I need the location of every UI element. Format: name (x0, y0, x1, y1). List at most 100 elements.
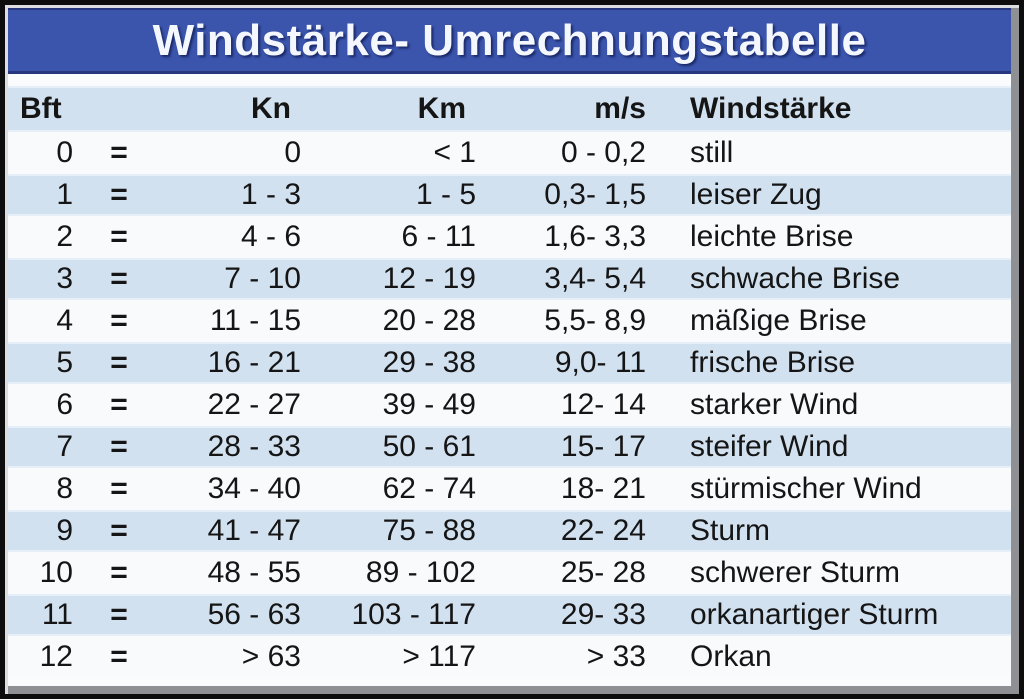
cell-bft: 11 (41, 598, 73, 631)
cell-km: 20 - 28 (382, 304, 476, 337)
cell-km: 89 - 102 (365, 556, 476, 589)
cell-kn: > 63 (241, 640, 301, 673)
cell-ms: 0,3- 1,5 (544, 178, 646, 211)
table-content: Windstärke- Umrechnungstabelle Bft Kn Km… (8, 8, 1011, 686)
cell-km: 29 - 38 (382, 346, 476, 379)
cell-bft: 7 (56, 430, 73, 463)
cell-ms: 0 - 0,2 (560, 136, 646, 169)
cell-km: 1 - 5 (415, 178, 476, 211)
header-km: Km (417, 92, 466, 125)
cell-kn: 11 - 15 (209, 304, 301, 337)
cell-kn: 1 - 3 (240, 178, 301, 211)
cell-windstaerke: starker Wind (690, 388, 859, 421)
cell-windstaerke: orkanartiger Sturm (690, 598, 939, 631)
equals-sign: = (110, 178, 128, 211)
cell-windstaerke: steifer Wind (690, 430, 849, 463)
cell-km: 75 - 88 (382, 514, 476, 547)
table-row: 5 = 16 - 21 29 - 38 9,0- 11 frische Bris… (8, 342, 1011, 384)
cell-km: 62 - 74 (382, 472, 476, 505)
header-windstaerke: Windstärke (690, 92, 852, 125)
cell-ms: 5,5- 8,9 (544, 304, 646, 337)
table-row: 10 = 48 - 55 89 - 102 25- 28 schwerer St… (8, 552, 1011, 594)
cell-ms: 25- 28 (560, 556, 646, 589)
equals-sign: = (110, 640, 128, 673)
table-row: 1 = 1 - 3 1 - 5 0,3- 1,5 leiser Zug (8, 174, 1011, 216)
cell-ms: 3,4- 5,4 (544, 262, 646, 295)
equals-sign: = (110, 430, 128, 463)
cell-ms: > 33 (586, 640, 646, 673)
cell-bft: 6 (56, 388, 73, 421)
page-title: Windstärke- Umrechnungstabelle (152, 15, 867, 65)
equals-sign: = (110, 472, 128, 505)
cell-bft: 9 (56, 514, 73, 547)
cell-kn: 56 - 63 (207, 598, 301, 631)
cell-bft: 12 (39, 640, 73, 673)
cell-bft: 1 (56, 178, 73, 211)
equals-sign: = (110, 514, 128, 547)
cell-bft: 0 (56, 136, 73, 169)
cell-windstaerke: schwerer Sturm (690, 556, 901, 589)
cell-kn: 0 (284, 136, 301, 169)
cell-windstaerke: frische Brise (690, 346, 856, 379)
cell-bft: 4 (56, 304, 73, 337)
cell-bft: 5 (56, 346, 73, 379)
cell-kn: 22 - 27 (207, 388, 301, 421)
table-row: 7 = 28 - 33 50 - 61 15- 17 steifer Wind (8, 426, 1011, 468)
cell-kn: 28 - 33 (207, 430, 301, 463)
cell-kn: 41 - 47 (207, 514, 301, 547)
title-spacer (8, 74, 1011, 86)
cell-ms: 15- 17 (560, 430, 646, 463)
cell-ms: 1,6- 3,3 (544, 220, 646, 253)
equals-sign: = (110, 346, 128, 379)
table-header-row: Bft Kn Km m/s Windstärke (8, 86, 1011, 132)
equals-sign: = (110, 262, 128, 295)
cell-bft: 8 (56, 472, 73, 505)
cell-windstaerke: mäßige Brise (690, 304, 867, 337)
equals-sign: = (110, 220, 128, 253)
cell-km: 50 - 61 (382, 430, 476, 463)
table-row: 4 = 11 - 15 20 - 28 5,5- 8,9 mäßige Bris… (8, 300, 1011, 342)
equals-sign: = (110, 136, 128, 169)
cell-ms: 12- 14 (560, 388, 646, 421)
equals-sign: = (110, 598, 128, 631)
header-kn: Kn (251, 92, 291, 125)
table-row: 6 = 22 - 27 39 - 49 12- 14 starker Wind (8, 384, 1011, 426)
cell-windstaerke: Orkan (690, 640, 772, 673)
cell-km: > 117 (402, 640, 476, 673)
cell-km: 12 - 19 (382, 262, 476, 295)
table-row: 9 = 41 - 47 75 - 88 22- 24 Sturm (8, 510, 1011, 552)
cell-ms: 18- 21 (560, 472, 646, 505)
cell-windstaerke: stürmischer Wind (690, 472, 922, 505)
cell-ms: 29- 33 (560, 598, 646, 631)
cell-bft: 3 (56, 262, 73, 295)
cell-kn: 48 - 55 (207, 556, 301, 589)
cell-km: 6 - 11 (401, 220, 477, 253)
table-row: 3 = 7 - 10 12 - 19 3,4- 5,4 schwache Bri… (8, 258, 1011, 300)
cell-km: < 1 (433, 136, 476, 169)
table-row: 8 = 34 - 40 62 - 74 18- 21 stürmischer W… (8, 468, 1011, 510)
table-row: 2 = 4 - 6 6 - 11 1,6- 3,3 leichte Brise (8, 216, 1011, 258)
bottom-spacer (8, 678, 1011, 686)
cell-kn: 16 - 21 (207, 346, 301, 379)
table-row: 12 = > 63 > 117 > 33 Orkan (8, 636, 1011, 678)
cell-ms: 9,0- 11 (554, 346, 646, 379)
cell-ms: 22- 24 (560, 514, 646, 547)
title-bar: Windstärke- Umrechnungstabelle (8, 8, 1011, 74)
cell-windstaerke: leiser Zug (690, 178, 822, 211)
equals-sign: = (110, 388, 128, 421)
header-bft: Bft (20, 92, 62, 125)
cell-km: 39 - 49 (382, 388, 476, 421)
cell-kn: 7 - 10 (224, 262, 301, 295)
table-row: 0 = 0 < 1 0 - 0,2 still (8, 132, 1011, 174)
header-ms: m/s (594, 92, 646, 125)
cell-kn: 34 - 40 (207, 472, 301, 505)
cell-bft: 10 (39, 556, 73, 589)
cell-bft: 2 (56, 220, 73, 253)
cell-windstaerke: still (690, 136, 734, 169)
equals-sign: = (110, 304, 128, 337)
cell-windstaerke: schwache Brise (690, 262, 901, 295)
equals-sign: = (110, 556, 128, 589)
cell-windstaerke: Sturm (690, 514, 771, 547)
cell-km: 103 - 117 (351, 598, 476, 631)
